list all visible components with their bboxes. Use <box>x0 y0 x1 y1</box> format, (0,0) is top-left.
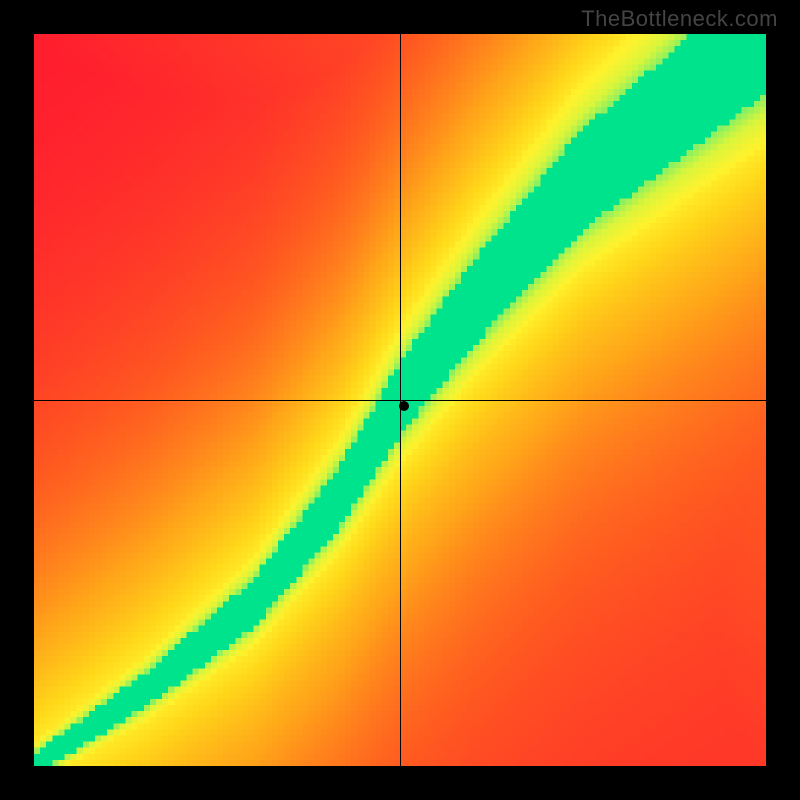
heatmap-plot <box>34 34 766 766</box>
crosshair-vertical <box>400 34 401 766</box>
watermark-text: TheBottleneck.com <box>581 6 778 32</box>
marker-dot <box>399 401 409 411</box>
